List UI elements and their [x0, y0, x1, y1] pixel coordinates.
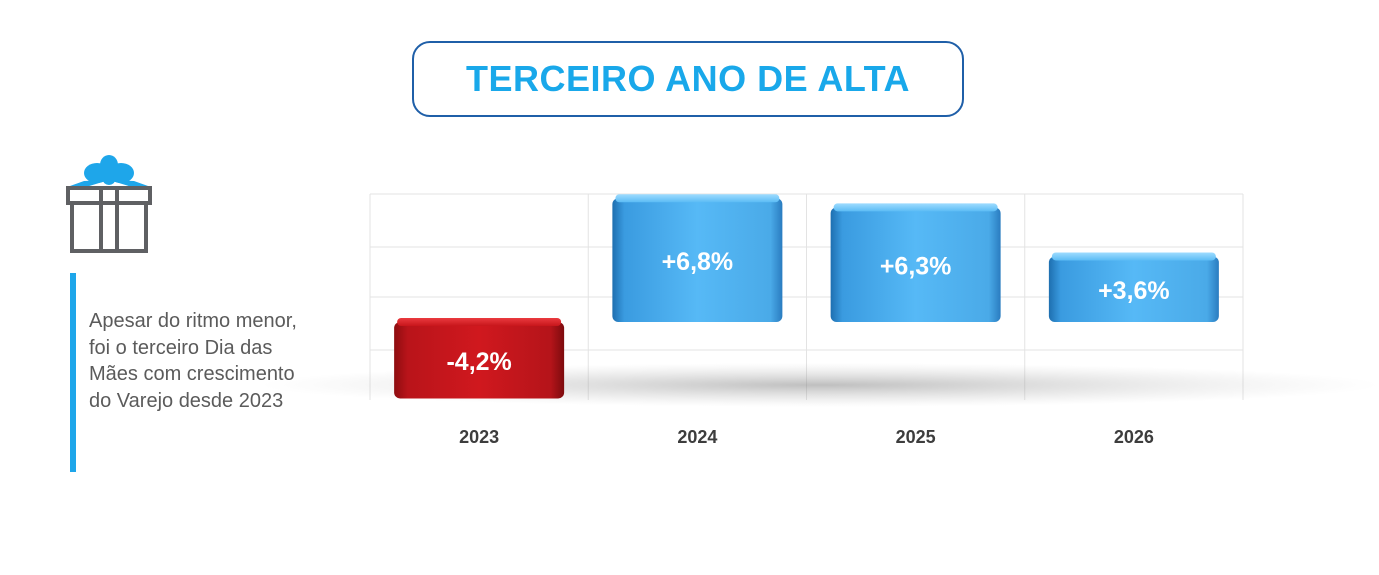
- bar-body: [394, 322, 565, 399]
- data-label-2023: -4,2%: [446, 348, 511, 376]
- bar-2024: [612, 194, 783, 322]
- data-label-2025: +6,3%: [880, 253, 952, 281]
- x-tick-label-2024: 2024: [677, 427, 717, 447]
- bar-top: [615, 194, 780, 203]
- bar-2026: [1048, 252, 1219, 322]
- title-box: TERCEIRO ANO DE ALTA: [412, 41, 964, 117]
- bar-body: [1048, 256, 1219, 322]
- bar-2025: [830, 203, 1001, 322]
- bar-2023: [394, 318, 565, 399]
- x-tick-label-2023: 2023: [459, 427, 499, 447]
- side-note: Apesar do ritmo menor, foi o terceiro Di…: [89, 310, 297, 412]
- data-label-2024: +6,8%: [662, 248, 734, 276]
- x-tick-label-2026: 2026: [1114, 427, 1154, 447]
- bar-top: [1051, 252, 1216, 261]
- data-label-2026: +3,6%: [1098, 277, 1170, 305]
- bar-top: [397, 318, 562, 326]
- bar-body: [612, 198, 783, 322]
- accent-bar: [70, 273, 76, 472]
- bar-top: [833, 203, 998, 212]
- gift-icon: [66, 155, 152, 253]
- bar-body: [830, 207, 1001, 322]
- x-tick-label-2025: 2025: [896, 427, 936, 447]
- page-title: TERCEIRO ANO DE ALTA: [466, 58, 910, 99]
